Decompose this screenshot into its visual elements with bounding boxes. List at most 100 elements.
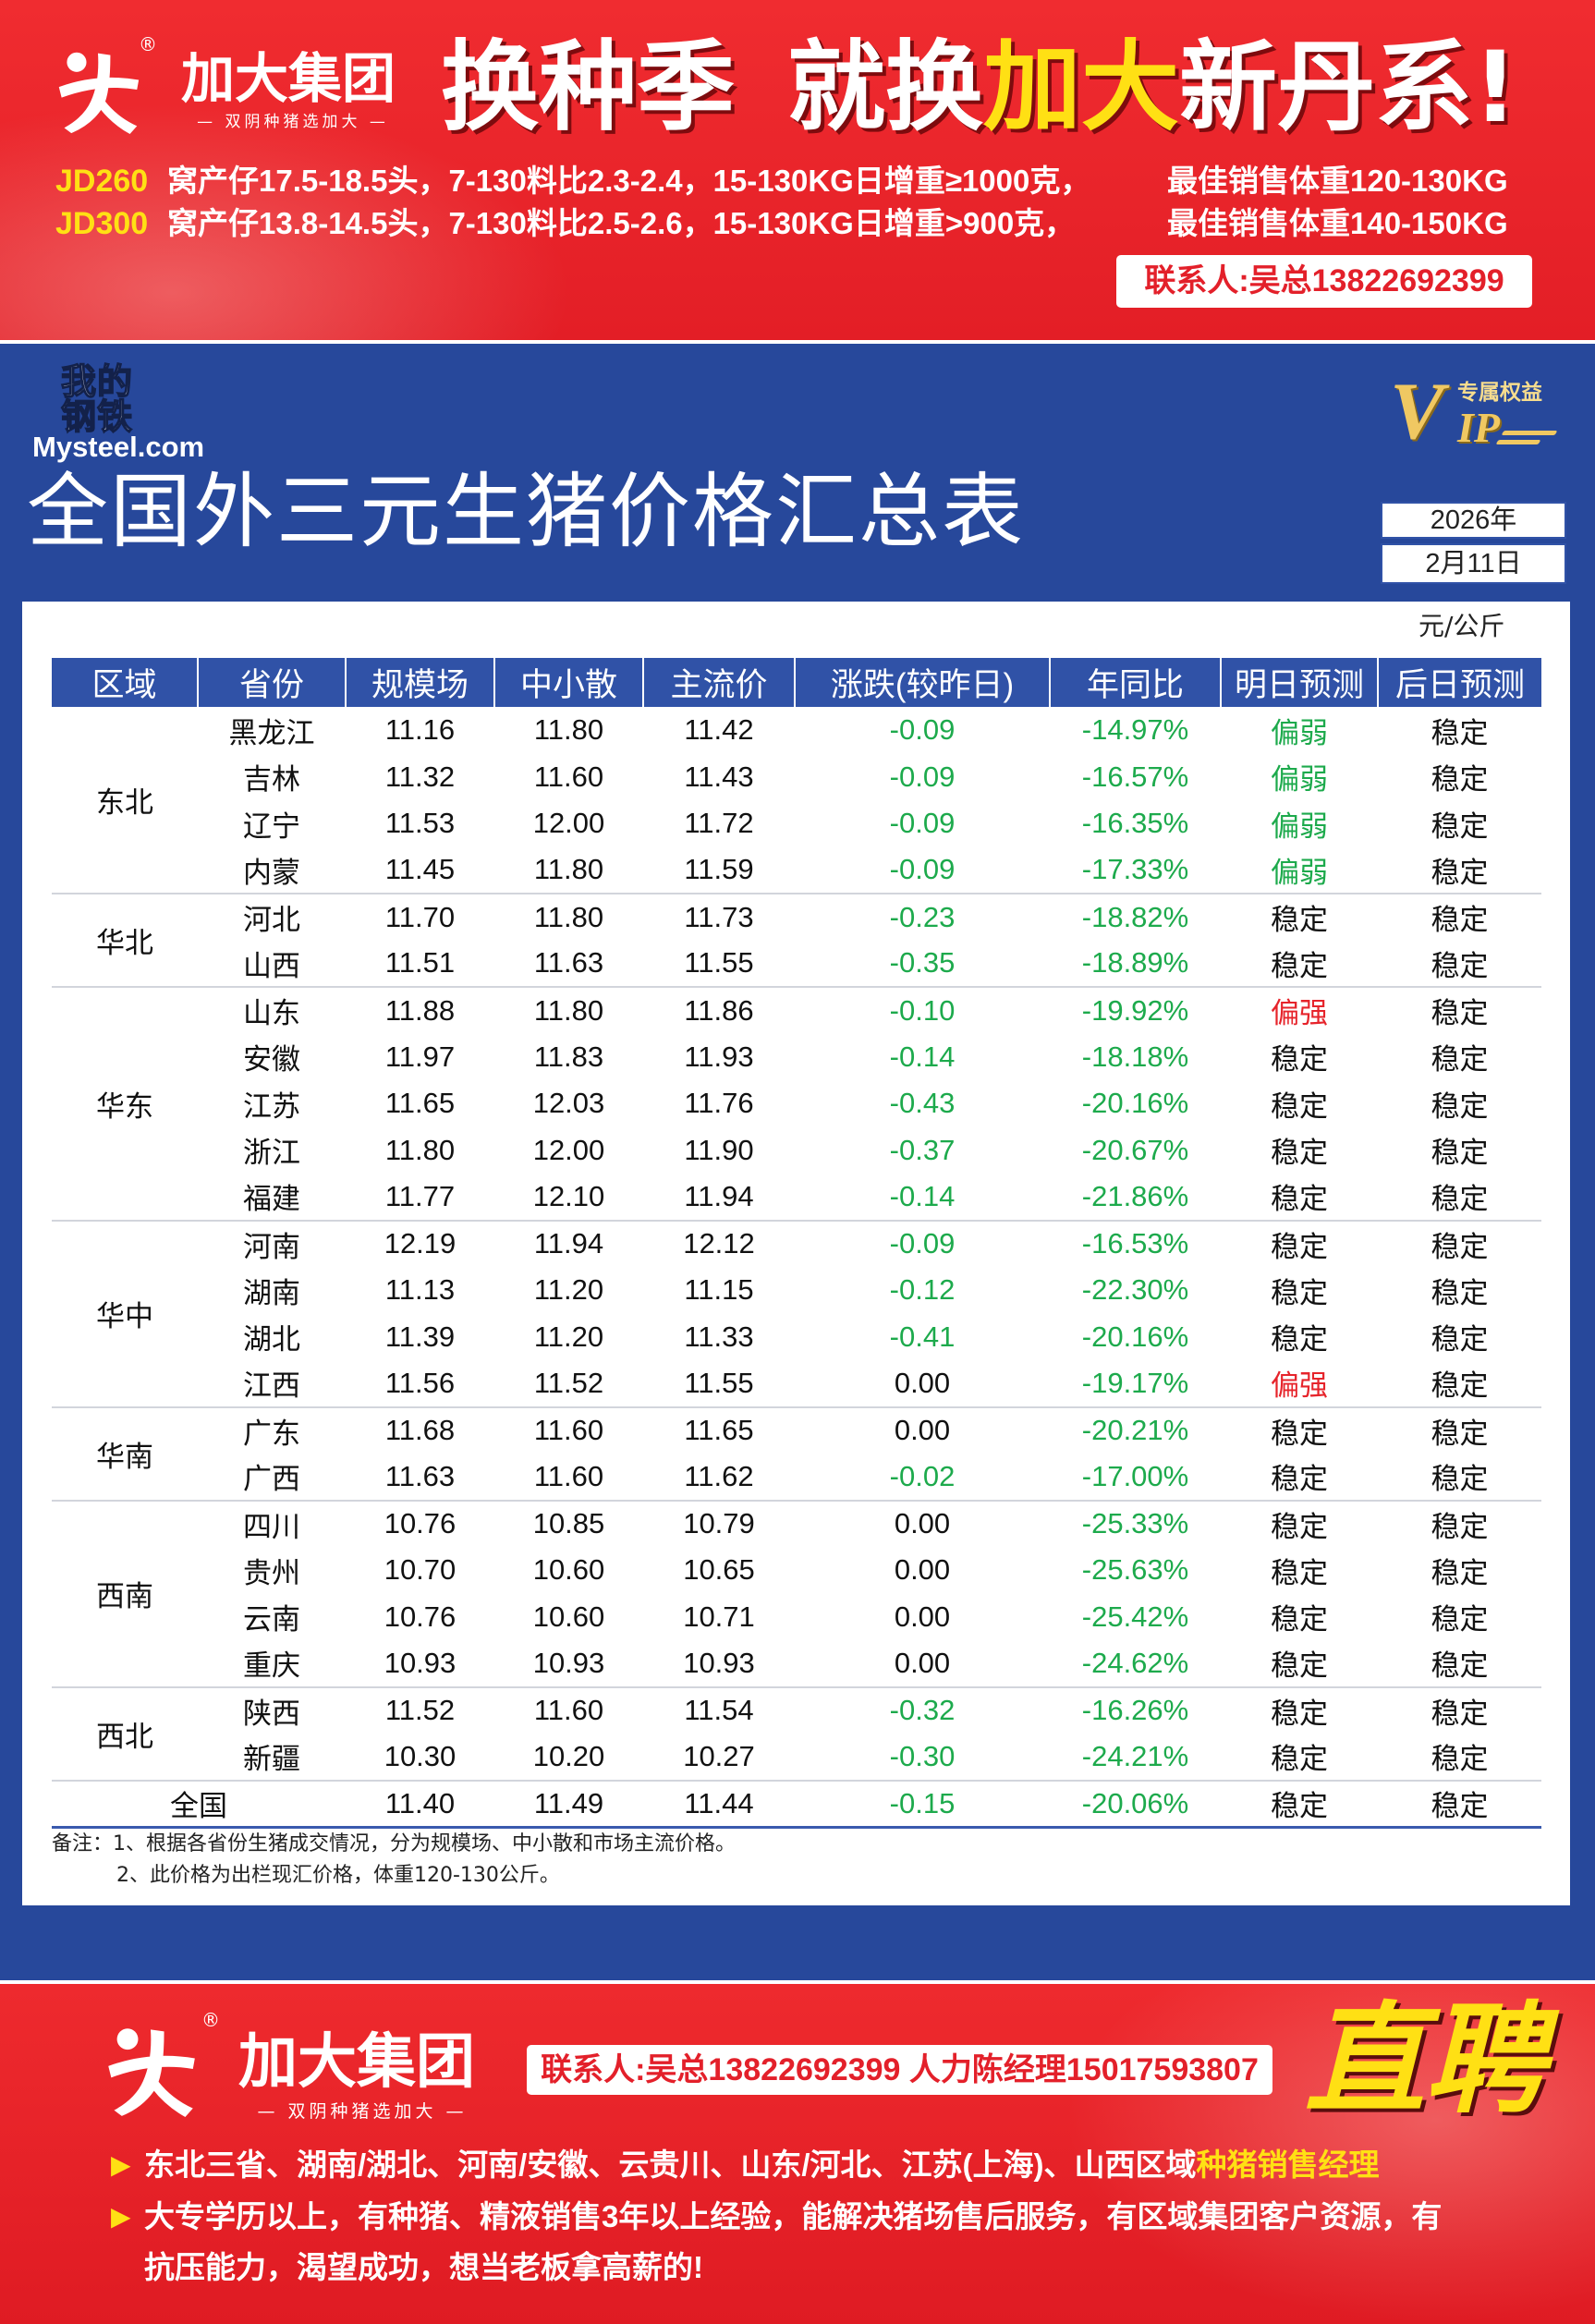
region-label: 华东 xyxy=(52,986,198,1221)
day-after-forecast: 稳定 xyxy=(1431,763,1489,797)
table-row: 华南 广东 11.68 11.60 11.65 0.00 -20.21% 稳定 稳定 xyxy=(52,1405,1541,1501)
tomorrow-forecast: 偏弱 xyxy=(1271,856,1328,889)
daily-change: 0.00 xyxy=(894,1600,951,1633)
daily-change: -0.14 xyxy=(889,1040,956,1073)
mainstream-price: 11.43 xyxy=(684,760,754,793)
tomorrow-forecast: 偏强 xyxy=(1271,1369,1328,1403)
tomorrow-forecast: 稳定 xyxy=(1271,1743,1328,1776)
tomorrow-forecast: 稳定 xyxy=(1221,1779,1378,1829)
small-farm-price: 11.60 xyxy=(494,1685,643,1734)
province-name: 安徽 xyxy=(243,1043,300,1077)
yoy-change: -22.30% xyxy=(1081,1273,1189,1307)
tomorrow-forecast: 稳定 xyxy=(1271,1043,1328,1077)
scale-farm-price: 11.16 xyxy=(384,713,456,747)
day-after-forecast: 稳定 xyxy=(1431,1463,1489,1496)
tomorrow-forecast: 稳定 xyxy=(1221,893,1378,941)
daily-change: -0.37 xyxy=(889,1133,956,1166)
province-name: 广西 xyxy=(243,1463,300,1496)
table-header-row: 区域 省份 规模场 中小散 主流价 涨跌(较昨日) 年同比 明日预测 后日预测 xyxy=(52,658,1541,707)
scale-farm-price: 11.32 xyxy=(384,760,456,793)
registered-mark: ® xyxy=(201,2009,220,2031)
mainstream-price: 11.44 xyxy=(643,1779,795,1829)
table-row: 新疆 10.30 10.20 10.27 -0.30 -24.21% 稳定 稳定 xyxy=(52,1734,1541,1781)
mainstream-price: 11.86 xyxy=(643,986,795,1034)
tomorrow-forecast: 稳定 xyxy=(1271,1556,1328,1589)
small-farm-price: 11.80 xyxy=(494,893,643,941)
province-name: 辽宁 xyxy=(243,809,300,843)
product-specs: 窝产仔17.5-18.5头，7-130料比2.3-2.4，15-130KG日增重… xyxy=(167,164,1091,198)
table-row: 华东 山东 11.88 11.80 11.86 -0.10 -19.92% 偏强 稳定 xyxy=(52,986,1541,1221)
province-name: 浙江 xyxy=(243,1137,300,1170)
small-farm-price: 10.60 xyxy=(532,1600,605,1633)
bullet-text: 东北三省、湖南/湖北、河南/安徽、云贵川、山东/河北、江苏(上海)、山西区域 xyxy=(144,2148,1197,2182)
column-header-province: 省份 xyxy=(198,658,347,707)
yoy-change: -18.82% xyxy=(1050,893,1221,941)
yoy-change: -17.00% xyxy=(1081,1459,1189,1492)
table-row: 广西 11.63 11.60 11.62 -0.02 -17.00% 稳定 稳定 xyxy=(52,1454,1541,1501)
scale-farm-price: 11.53 xyxy=(384,807,456,840)
yoy-change: -20.06% xyxy=(1050,1779,1221,1829)
small-farm-price: 10.60 xyxy=(532,1553,605,1587)
yoy-change: -16.35% xyxy=(1081,807,1189,840)
mainstream-price: 11.54 xyxy=(643,1685,795,1734)
tomorrow-forecast: 稳定 xyxy=(1221,1219,1378,1267)
bottom-recruit-banner xyxy=(0,1984,1595,2324)
yoy-change: -16.57% xyxy=(1081,760,1189,793)
play-triangle-icon: ▶ xyxy=(111,2149,131,2180)
yoy-change: -25.33% xyxy=(1050,1499,1221,1547)
tomorrow-forecast: 偏弱 xyxy=(1271,763,1328,797)
yoy-change: -17.33% xyxy=(1081,853,1189,886)
small-farm-price: 12.10 xyxy=(532,1179,605,1212)
province-name: 黑龙江 xyxy=(228,716,315,749)
day-after-forecast: 稳定 xyxy=(1431,856,1489,889)
scale-farm-price: 11.13 xyxy=(384,1273,456,1307)
mainstream-price: 11.93 xyxy=(684,1040,754,1073)
national-label: 全国 xyxy=(52,1779,346,1829)
contact-box: 联系人:吴总13822692399 xyxy=(1116,255,1532,308)
table-row: 西北 陕西 11.52 11.60 11.54 -0.32 -16.26% 稳定 稳定 xyxy=(52,1685,1541,1781)
mainstream-price: 11.65 xyxy=(643,1405,795,1454)
tomorrow-forecast: 偏强 xyxy=(1221,986,1378,1034)
slogan-brand-word: 加大 xyxy=(983,30,1179,144)
province-name: 重庆 xyxy=(243,1649,300,1683)
mainstream-price: 11.72 xyxy=(684,807,754,840)
day-after-forecast: 稳定 xyxy=(1378,1219,1541,1267)
footnote: 备注：1、根据各省份生猪成交情况，分为规模场、中小散和市场主流价格。 xyxy=(52,1832,736,1856)
top-ad-banner: ® 加大集团 — 双阴种猪选加大 — 换种季 就换加大新丹系! JD260 窝产… xyxy=(0,0,1595,340)
divider xyxy=(0,340,1595,344)
small-farm-price: 11.80 xyxy=(533,853,604,886)
region-label: 西南 xyxy=(52,1499,198,1687)
yoy-change: -14.97% xyxy=(1081,713,1189,747)
table-row: 重庆 10.93 10.93 10.93 0.00 -24.62% 稳定 稳定 xyxy=(52,1640,1541,1687)
column-header-region: 区域 xyxy=(52,658,199,707)
province-name: 江西 xyxy=(243,1369,300,1403)
table-row: 江苏 11.65 12.03 11.76 -0.43 -20.16% 稳定 稳定 xyxy=(52,1080,1541,1127)
small-farm-price: 12.00 xyxy=(532,1133,605,1166)
daily-change: 0.00 xyxy=(795,1499,1050,1547)
slogan-word: 就换 xyxy=(787,30,983,144)
product-specs: 窝产仔13.8-14.5头，7-130料比2.5-2.6，15-130KG日增重… xyxy=(167,206,1076,240)
day-after-forecast: 稳定 xyxy=(1378,986,1541,1034)
yoy-change: -20.21% xyxy=(1050,1405,1221,1454)
slogan-season: 换种季 xyxy=(441,30,735,144)
product-code: JD260 xyxy=(55,164,149,199)
yoy-change: -19.17% xyxy=(1081,1366,1189,1399)
scale-farm-price: 11.70 xyxy=(346,893,494,941)
day-after-forecast: 稳定 xyxy=(1431,1649,1489,1683)
date-year: 2026年 xyxy=(1381,502,1566,539)
small-farm-price: 12.00 xyxy=(532,807,605,840)
mainstream-price: 11.42 xyxy=(684,713,754,747)
day-after-forecast: 稳定 xyxy=(1431,1323,1489,1357)
product-code: JD300 xyxy=(55,206,149,241)
yoy-change: -16.26% xyxy=(1050,1685,1221,1734)
day-after-forecast: 稳定 xyxy=(1431,1137,1489,1170)
yoy-change: -24.21% xyxy=(1081,1739,1189,1772)
pig-photo xyxy=(0,102,573,340)
day-after-forecast: 稳定 xyxy=(1431,1603,1489,1637)
yoy-change: -18.18% xyxy=(1081,1040,1189,1073)
region-label: 东北 xyxy=(96,786,153,819)
province-name: 内蒙 xyxy=(243,856,300,889)
column-header-tomorrow-forecast: 明日预测 xyxy=(1221,658,1379,707)
vip-swoosh xyxy=(1501,431,1558,435)
